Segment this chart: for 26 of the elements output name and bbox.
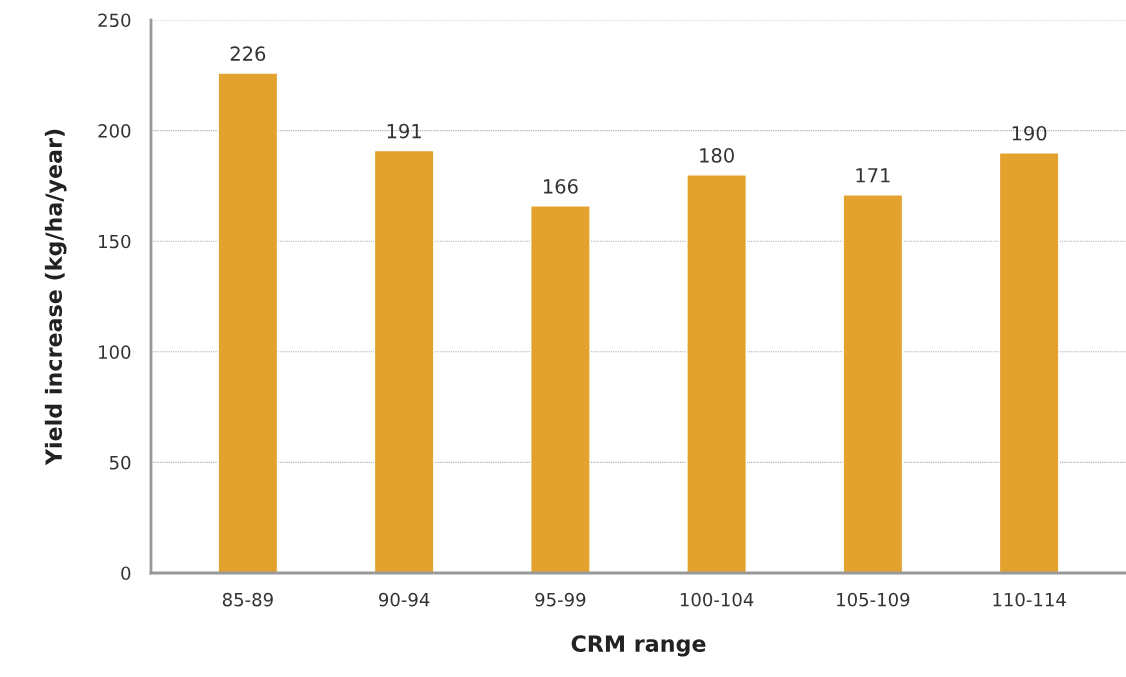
y-tick-label: 200 (98, 124, 131, 138)
x-tick-label: 105-109 (837, 592, 910, 607)
y-axis-title: Yield increase (kg/ha/year) (44, 129, 67, 466)
x-tick-label: 85-89 (222, 592, 273, 607)
data-label: 166 (543, 179, 578, 194)
bar (842, 194, 904, 573)
x-axis-title: CRM range (571, 635, 706, 657)
y-tick-label: 0 (121, 566, 131, 581)
data-label: 191 (387, 123, 421, 139)
data-label: 190 (1012, 125, 1047, 141)
bar (373, 149, 435, 573)
y-tick-label: 250 (98, 13, 131, 28)
x-tick-label: 90-94 (379, 592, 430, 607)
y-tick-label: 150 (99, 234, 131, 249)
data-label: 180 (700, 148, 734, 163)
bar (529, 205, 591, 573)
x-tick-label: 95-99 (535, 592, 586, 607)
bar (686, 174, 748, 573)
bar (998, 152, 1060, 573)
data-label: 171 (856, 168, 890, 183)
bar (217, 72, 279, 573)
x-tick-label: 110-114 (993, 592, 1066, 607)
data-label: 226 (230, 46, 266, 61)
x-tick-label: 100-104 (680, 592, 754, 607)
y-tick-label: 100 (99, 345, 131, 359)
y-tick-label: 50 (109, 455, 131, 470)
